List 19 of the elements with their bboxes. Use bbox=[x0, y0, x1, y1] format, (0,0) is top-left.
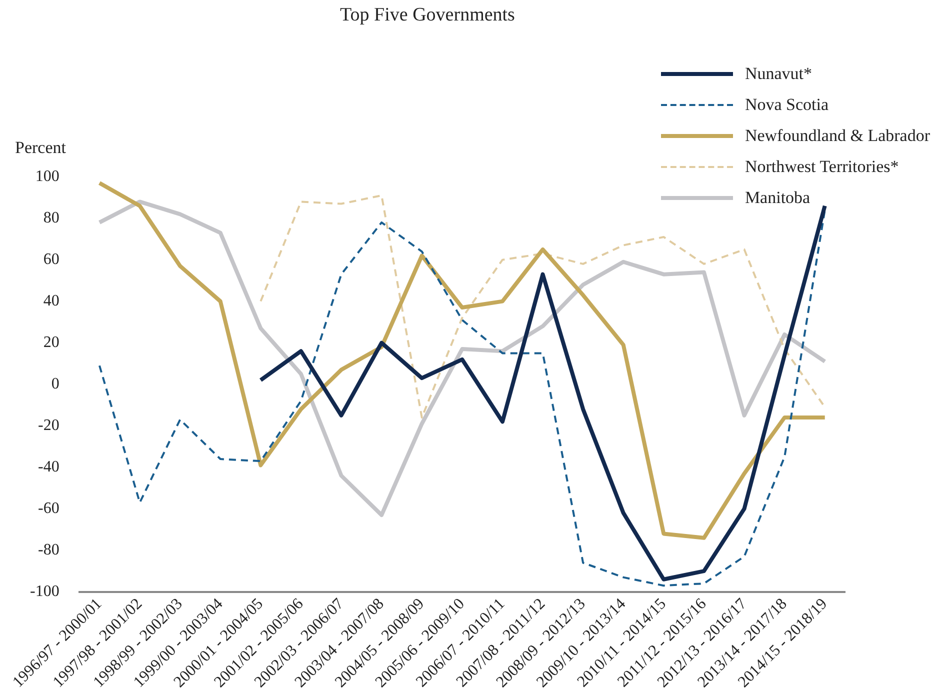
y-tick-label: 80 bbox=[43, 210, 60, 227]
y-tick-label: 60 bbox=[43, 251, 60, 268]
y-axis-title: Percent bbox=[15, 138, 66, 157]
legend-label: Newfoundland & Labrador bbox=[744, 126, 930, 146]
line-series bbox=[98, 209, 826, 587]
y-tick-label: -20 bbox=[38, 417, 60, 434]
chart-title: Top Five Governments bbox=[340, 4, 515, 26]
y-tick-label: -100 bbox=[30, 583, 60, 600]
legend-label: Nova Scotia bbox=[744, 94, 829, 114]
y-tick-label: -80 bbox=[38, 542, 60, 559]
legend-label: Nunavut* bbox=[744, 64, 812, 84]
y-tick-label: 20 bbox=[43, 334, 60, 352]
y-tick-label: 100 bbox=[35, 168, 60, 186]
legend-label: Northwest Territories* bbox=[744, 156, 899, 176]
y-tick-label: 40 bbox=[43, 292, 60, 310]
y-tick-label: -40 bbox=[38, 458, 60, 476]
y-tick-label: 0 bbox=[51, 376, 60, 393]
y-tick-label: -60 bbox=[38, 500, 60, 518]
legend-label: Manitoba bbox=[744, 188, 810, 208]
